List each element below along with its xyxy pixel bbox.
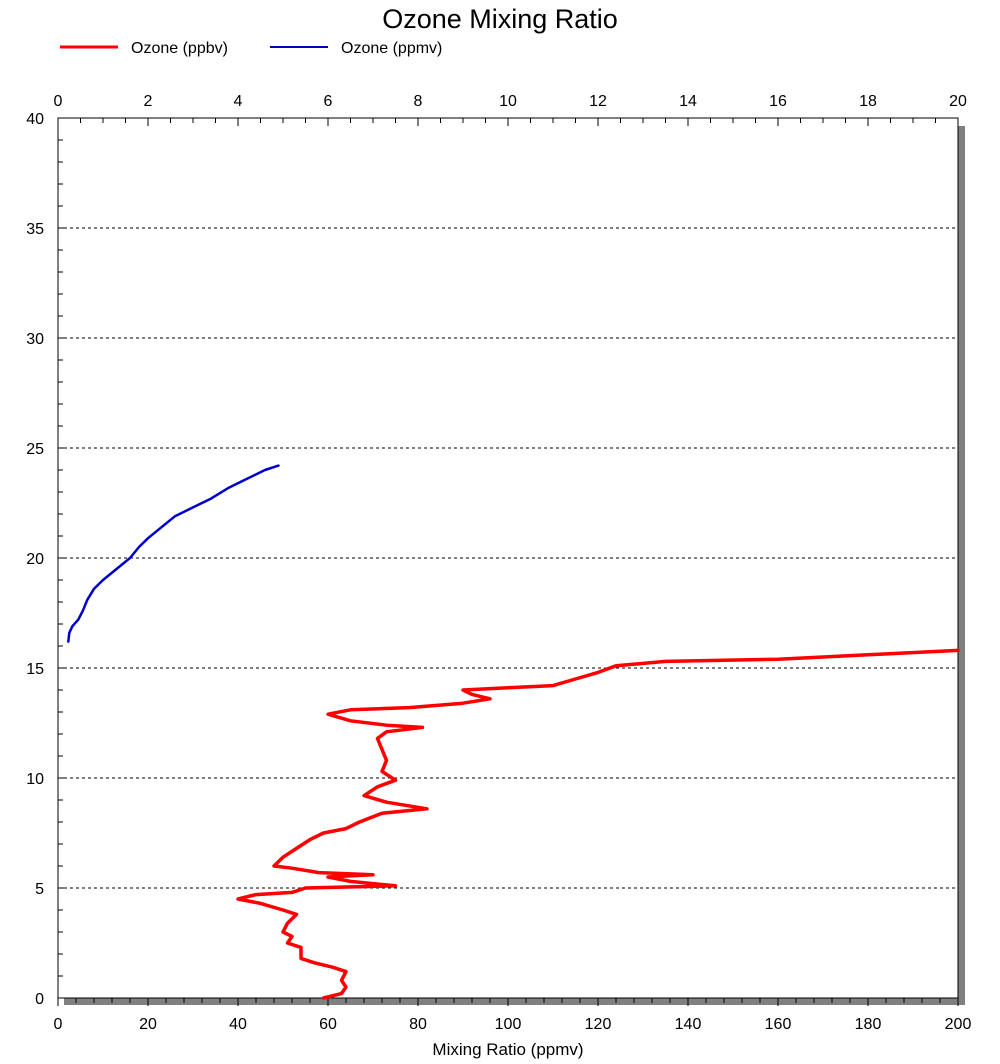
grid-layer	[58, 227, 958, 889]
y-tick-label: 15	[26, 661, 44, 678]
x-bottom-tick-label: 40	[229, 1016, 247, 1033]
x-bottom-tick-label: 140	[675, 1016, 702, 1033]
y-tick-label: 10	[26, 771, 44, 788]
x-top-tick-label: 6	[324, 93, 333, 110]
legend: Ozone (ppbv) Ozone (ppmv)	[60, 40, 442, 57]
x-top-tick-label: 2	[144, 93, 153, 110]
legend-label-ppbv: Ozone (ppbv)	[131, 40, 228, 57]
x-bottom-tick-label: 0	[54, 1016, 63, 1033]
x-top-tick-label: 14	[679, 93, 697, 110]
series-line-ppmv	[67, 464, 280, 643]
x-bottom-tick-label: 60	[319, 1016, 337, 1033]
x-bottom-tick-label: 180	[855, 1016, 882, 1033]
y-tick-label: 20	[26, 551, 44, 568]
x-bottom-tick-label: 100	[495, 1016, 522, 1033]
chart-title: Ozone Mixing Ratio	[382, 4, 618, 34]
x-bottom-tick-label: 20	[139, 1016, 157, 1033]
y-tick-label: 35	[26, 221, 44, 238]
x-top-tick-label: 0	[54, 93, 63, 110]
x-top-tick-label: 10	[499, 93, 517, 110]
y-tick-label: 5	[35, 881, 44, 898]
y-tick-label: 0	[35, 991, 44, 1008]
x-top-tick-label: 4	[234, 93, 243, 110]
x-bottom-tick-label: 120	[585, 1016, 612, 1033]
y-tick-label: 40	[26, 111, 44, 128]
x-bottom-tick-label: 160	[765, 1016, 792, 1033]
x-top-tick-label: 16	[769, 93, 787, 110]
x-top-tick-label: 8	[414, 93, 423, 110]
x-top-tick-label: 12	[589, 93, 607, 110]
series-line-ppbv	[236, 648, 960, 1000]
x-top-tick-label: 20	[949, 93, 967, 110]
x-bottom-tick-label: 200	[945, 1016, 972, 1033]
series-layer	[67, 464, 960, 1000]
x-top-tick-label: 18	[859, 93, 877, 110]
x-axis-label: Mixing Ratio (ppmv)	[432, 1040, 583, 1059]
legend-label-ppmv: Ozone (ppmv)	[341, 40, 442, 57]
x-bottom-tick-label: 80	[409, 1016, 427, 1033]
plot-shadow-bottom	[64, 998, 965, 1005]
y-tick-label: 30	[26, 331, 44, 348]
plot-shadow-right	[958, 126, 965, 1005]
y-tick-label: 25	[26, 441, 44, 458]
